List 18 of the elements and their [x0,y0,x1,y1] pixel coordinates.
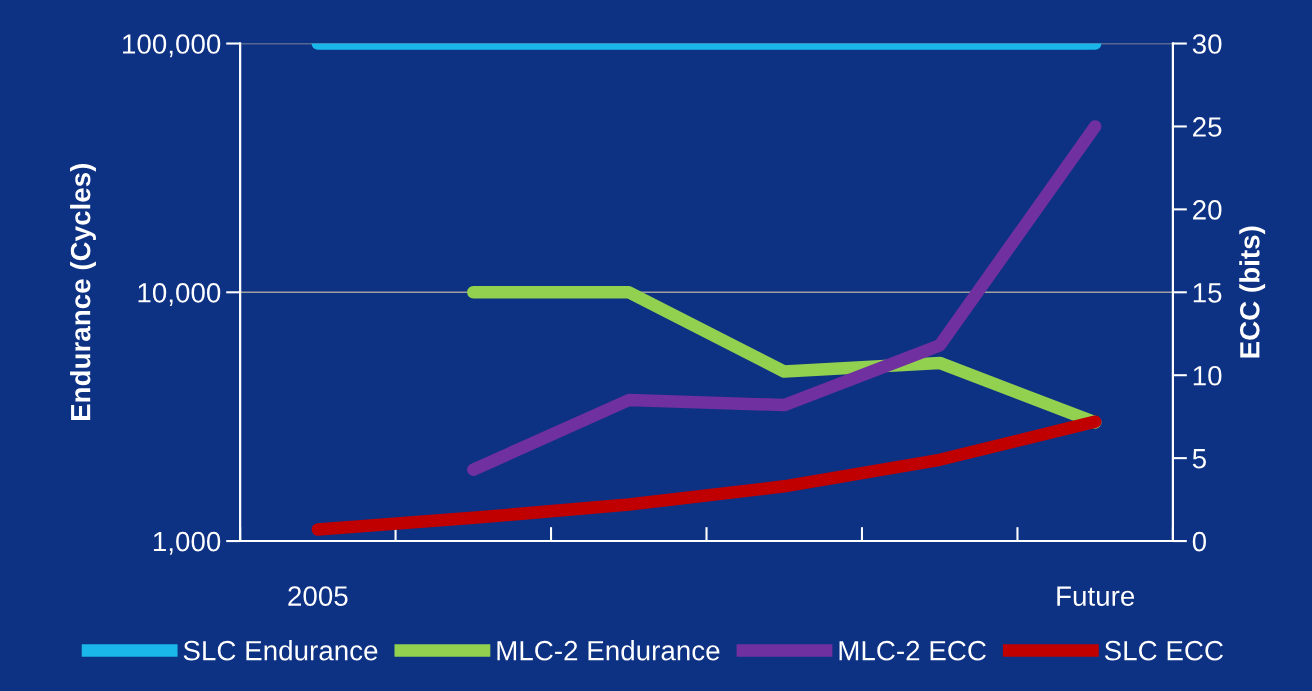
y2-axis-title: ECC (bits) [1239,226,1266,358]
y-tick-label: 1,000 [153,531,221,555]
y2-tick-label: 10 [1193,365,1222,386]
legend-label: MLC-2 Endurance [497,640,720,661]
legend-label: SLC Endurance [183,640,378,661]
y-axis-title: Endurance (Cycles) [70,163,96,421]
legend-label: MLC-2 ECC [839,640,986,661]
y2-tick-label: 15 [1193,283,1222,303]
y2-tick-label: 30 [1192,34,1222,54]
x-tick-label: Future [1057,586,1135,606]
legend-label: SLC ECC [1104,640,1223,661]
y2-tick-label: 20 [1193,200,1222,220]
y2-tick-label: 25 [1193,117,1222,137]
y2-tick-label: 5 [1192,449,1206,469]
y-tick-label: 10,000 [138,282,221,306]
y2-tick-label: 0 [1192,531,1207,552]
x-tick-label: 2005 [288,586,348,606]
y-tick-label: 100,000 [123,34,221,58]
